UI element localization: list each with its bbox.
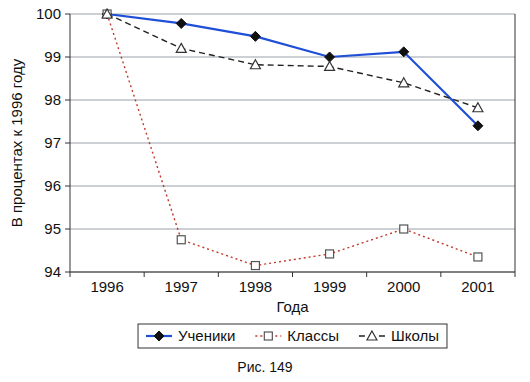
- data-point: [102, 9, 112, 18]
- data-point: [176, 43, 186, 52]
- data-point: [473, 121, 483, 131]
- series-line: [107, 14, 478, 108]
- y-tick: [65, 229, 70, 230]
- y-tick-label: 99: [44, 48, 61, 65]
- chart-container: 94 95 96 97 98 99 100 1996 1997 1998 1999 2000 2001 Г…: [0, 0, 530, 382]
- data-point: [177, 236, 185, 244]
- y-axis: [70, 14, 71, 272]
- y-tick: [65, 186, 70, 187]
- data-point: [250, 31, 260, 41]
- frame-right: [515, 14, 516, 272]
- y-tick: [65, 14, 70, 15]
- x-tick-separator: [366, 272, 367, 277]
- y-tick: [65, 272, 70, 273]
- data-point: [326, 250, 334, 258]
- x-tick-separator: [515, 272, 516, 277]
- x-tick-separator: [440, 272, 441, 277]
- y-tick-label: 100: [36, 5, 61, 22]
- data-point: [103, 10, 111, 18]
- markers: [102, 9, 483, 270]
- data-point: [473, 103, 483, 112]
- x-axis-label: Года: [276, 298, 309, 315]
- grid-line: [70, 186, 515, 187]
- x-tick-separator: [70, 272, 71, 277]
- y-tick-label: 95: [44, 220, 61, 237]
- y-axis-label: В процентах к 1996 году: [8, 58, 25, 227]
- x-tick-label: 1996: [90, 278, 123, 295]
- series-line: [107, 14, 478, 126]
- y-tick-label: 98: [44, 91, 61, 108]
- legend-label: Ученики: [178, 327, 235, 344]
- data-point: [399, 47, 409, 57]
- data-point: [176, 18, 186, 28]
- legend-box: [138, 324, 447, 348]
- legend-marker: [367, 331, 377, 340]
- x-tick-label: 1998: [239, 278, 272, 295]
- x-tick-separator: [144, 272, 145, 277]
- x-tick-separator: [292, 272, 293, 277]
- y-tick-label: 96: [44, 177, 61, 194]
- grid-line: [70, 143, 515, 144]
- y-tick: [65, 143, 70, 144]
- legend-item: Ученики: [146, 327, 235, 344]
- legend: Ученики Классы Школы: [138, 324, 447, 348]
- legend-marker: [154, 331, 164, 341]
- y-tick-label: 94: [44, 263, 61, 280]
- chart-svg: 94 95 96 97 98 99 100 1996 1997 1998 1999 2000 2001 Г…: [0, 0, 530, 382]
- x-tick-label: 1997: [165, 278, 198, 295]
- x-tick-label: 2000: [387, 278, 420, 295]
- lines: [107, 14, 478, 266]
- x-tick-label: 2001: [461, 278, 494, 295]
- data-point: [250, 60, 260, 69]
- series-line: [107, 14, 478, 266]
- data-point: [325, 61, 335, 70]
- x-tick-separator: [218, 272, 219, 277]
- legend-marker: [264, 332, 272, 340]
- grid-line: [70, 57, 515, 58]
- data-point: [102, 9, 112, 19]
- data-point: [400, 225, 408, 233]
- y-tick: [65, 57, 70, 58]
- data-point: [399, 78, 409, 87]
- grid-line: [70, 100, 515, 101]
- grid-line: [70, 229, 515, 230]
- grid-line: [70, 14, 515, 15]
- y-tick-label: 97: [44, 134, 61, 151]
- caption: Рис. 149: [237, 359, 293, 375]
- data-point: [251, 262, 259, 270]
- legend-item: Классы: [255, 327, 339, 344]
- legend-label: Школы: [391, 327, 439, 344]
- x-tick-label: 1999: [313, 278, 346, 295]
- legend-label: Классы: [287, 327, 339, 344]
- data-point: [474, 253, 482, 261]
- y-tick: [65, 100, 70, 101]
- legend-item: Школы: [359, 327, 439, 344]
